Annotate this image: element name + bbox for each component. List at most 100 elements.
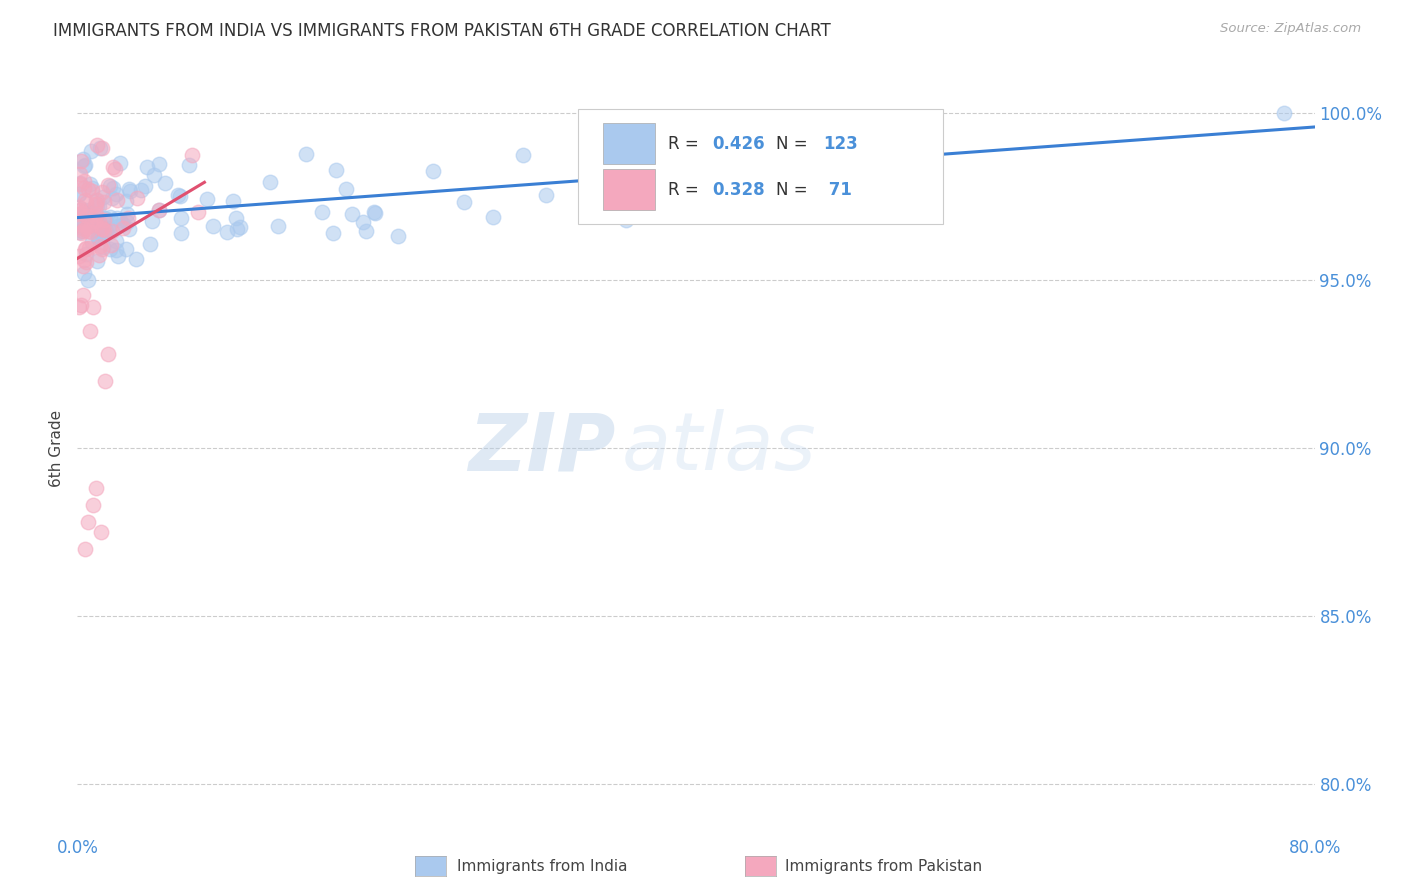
Point — [75, 241, 97, 255]
Point — [364, 206, 387, 220]
Point — [325, 163, 347, 178]
Point — [67, 187, 90, 202]
Point — [114, 242, 136, 256]
Point — [101, 160, 124, 174]
Point — [187, 205, 209, 219]
Point — [311, 205, 333, 219]
Point — [93, 213, 115, 227]
Text: Source: ZipAtlas.com: Source: ZipAtlas.com — [1220, 22, 1361, 36]
Text: atlas: atlas — [621, 409, 817, 487]
Text: ZIP: ZIP — [468, 409, 616, 487]
Point — [91, 240, 114, 254]
Point — [294, 147, 316, 161]
Point — [93, 223, 115, 237]
Point — [104, 187, 127, 202]
Point — [72, 219, 94, 234]
Text: Immigrants from Pakistan: Immigrants from Pakistan — [785, 859, 981, 873]
Point — [134, 178, 156, 193]
Text: 0.328: 0.328 — [711, 181, 765, 199]
Point — [73, 242, 96, 256]
Point — [97, 178, 120, 192]
Point — [1272, 105, 1295, 120]
Point — [84, 214, 107, 228]
Point — [77, 206, 100, 220]
Point — [335, 182, 357, 196]
Point — [91, 141, 114, 155]
Point — [72, 202, 94, 217]
Point — [80, 219, 103, 233]
Point — [169, 188, 191, 202]
Point — [141, 214, 163, 228]
Point — [229, 219, 252, 234]
Point — [84, 198, 107, 212]
Point — [267, 219, 290, 233]
Point — [73, 222, 96, 236]
Point — [87, 248, 110, 262]
Point — [179, 158, 201, 172]
Point — [73, 181, 96, 195]
Point — [117, 211, 139, 225]
Point — [75, 196, 97, 211]
Point — [93, 195, 115, 210]
Point — [86, 193, 108, 207]
Point — [101, 224, 124, 238]
Point — [101, 191, 124, 205]
Point — [77, 224, 100, 238]
Point — [167, 187, 190, 202]
Point — [91, 242, 114, 256]
Point — [87, 228, 110, 243]
Point — [481, 210, 503, 224]
Point — [67, 301, 90, 315]
Point — [127, 191, 149, 205]
Point — [97, 220, 120, 235]
Point — [67, 219, 90, 233]
Point — [98, 224, 121, 238]
Point — [104, 162, 127, 177]
Point — [354, 224, 377, 238]
Point — [67, 249, 90, 263]
Point — [72, 152, 94, 166]
Point — [120, 184, 142, 198]
Point — [89, 239, 111, 253]
Point — [111, 217, 134, 231]
Point — [73, 209, 96, 223]
Point — [748, 160, 770, 174]
Point — [73, 253, 96, 268]
Point — [115, 194, 138, 208]
Point — [363, 205, 385, 219]
Point — [84, 482, 107, 496]
Text: 71: 71 — [824, 181, 852, 199]
Point — [87, 221, 110, 235]
Point — [91, 220, 114, 235]
Point — [148, 156, 170, 170]
Point — [105, 243, 128, 257]
Point — [422, 164, 444, 178]
Y-axis label: 6th Grade: 6th Grade — [49, 409, 65, 487]
Point — [80, 145, 103, 159]
Point — [148, 202, 170, 217]
Point — [69, 176, 91, 190]
Point — [84, 207, 107, 221]
Point — [170, 211, 193, 225]
Point — [387, 229, 409, 244]
Point — [94, 374, 117, 388]
Point — [94, 211, 117, 226]
Point — [79, 324, 101, 338]
Point — [105, 193, 128, 207]
Point — [79, 178, 101, 192]
Point — [75, 193, 97, 207]
Point — [138, 236, 160, 251]
Point — [107, 219, 129, 234]
Point — [115, 207, 138, 221]
Point — [69, 153, 91, 168]
Point — [108, 156, 131, 170]
Point — [75, 541, 96, 556]
Point — [863, 147, 886, 161]
Point — [169, 226, 191, 240]
Point — [94, 212, 117, 227]
Point — [90, 218, 112, 232]
Point — [86, 138, 108, 153]
Point — [107, 249, 129, 263]
Point — [839, 145, 862, 160]
Point — [82, 181, 104, 195]
